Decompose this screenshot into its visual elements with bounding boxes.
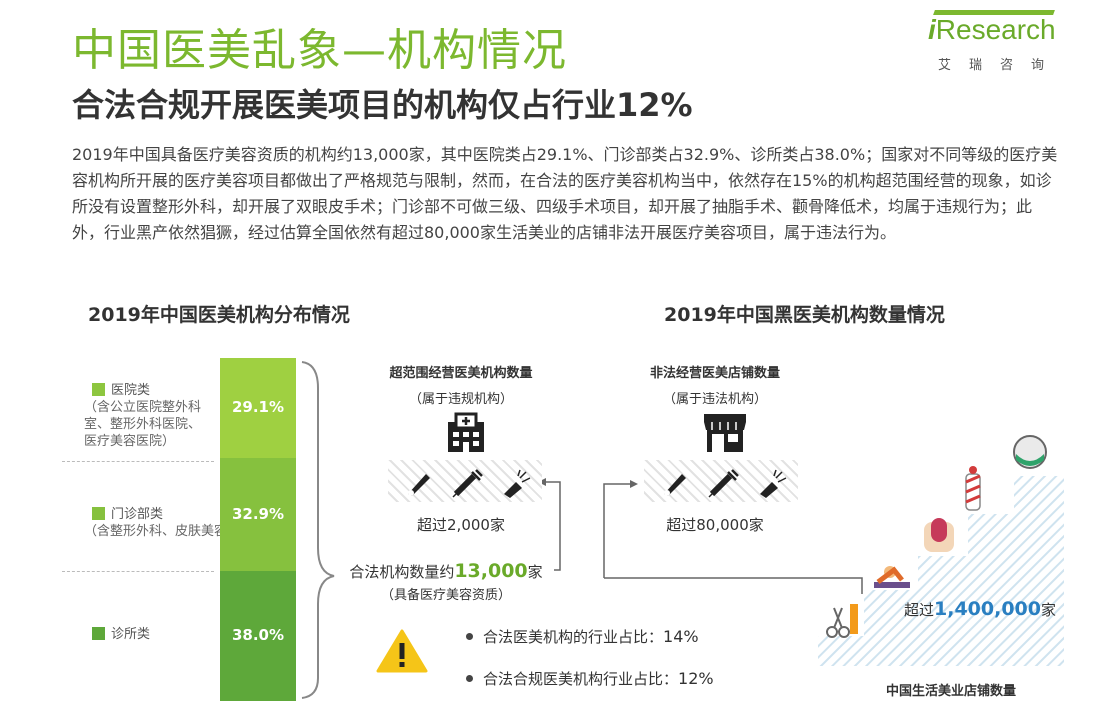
bar-label-clinic-dept: 32.9%: [231, 504, 285, 523]
bullet-compliant-share: 合法合规医美机构行业占比：12%: [466, 668, 714, 689]
iresearch-logo: iResearch 艾瑞咨询: [928, 8, 1068, 74]
box2-heading: 非法经营医美店铺数量: [649, 366, 780, 381]
staircase-graphic: [818, 435, 1064, 666]
divider: [62, 461, 214, 462]
shop-icon: [704, 414, 746, 452]
bar-segment-clinic: 38.0%: [220, 571, 296, 701]
scalpel-icon: [664, 474, 686, 496]
scissors-comb-icon: [826, 604, 858, 638]
laser-icon: [504, 469, 531, 498]
syringe-icon: [452, 469, 483, 498]
bar-label-hospital: 29.1%: [231, 398, 285, 416]
legal-note: （具备医疗美容资质）: [380, 588, 511, 603]
legend-swatch: [92, 627, 105, 640]
legend-swatch: [92, 507, 105, 520]
box1-value: 超过2,000家: [417, 516, 505, 534]
box2-tools: [644, 460, 798, 502]
right-chart-title: 2019年中国黑医美机构数量情况: [664, 304, 945, 326]
bar-segment-hospital: 29.1%: [220, 358, 296, 458]
left-chart-title: 2019年中国医美机构分布情况: [88, 304, 350, 326]
connector-lines-right: [603, 480, 863, 594]
scalpel-icon: [408, 474, 430, 496]
box1-tools: [388, 460, 542, 502]
box2-note: （属于违法机构）: [662, 392, 767, 407]
warning-icon: [376, 629, 428, 673]
page-title: 中国医美乱象—机构情况: [72, 25, 567, 76]
barber-pole-icon: [965, 466, 981, 511]
page-subtitle: 合法合规开展医美项目的机构仅占行业12%: [72, 86, 693, 124]
box1-note: （属于违规机构）: [408, 392, 513, 407]
nail-icon: [924, 518, 954, 552]
legal-count: 合法机构数量约13,000家: [349, 560, 543, 582]
face-mask-icon: [1013, 435, 1047, 469]
box1-heading: 超范围经营医美机构数量: [389, 366, 533, 381]
box3-value: 超过1,400,000家: [904, 598, 1057, 620]
hospital-icon: [448, 412, 484, 452]
connector-lines: [301, 361, 561, 699]
legend-hospital: 医院类 （含公立医院整外科室、整形外科医院、医疗美容医院）: [84, 383, 202, 449]
massage-icon: [874, 566, 910, 588]
legend-swatch: [92, 383, 105, 396]
laser-icon: [760, 469, 787, 498]
legend-clinic-dept: 门诊部类 （含整形外科、皮肤美容）: [84, 507, 241, 539]
bar-segment-clinic-dept: 32.9%: [220, 458, 296, 571]
intro-paragraph: 2019年中国具备医疗美容资质的机构约13,000家，其中医院类占29.1%、门…: [72, 145, 1058, 242]
bar-label-clinic: 38.0%: [231, 626, 285, 644]
syringe-icon: [708, 469, 739, 498]
box2-value: 超过80,000家: [666, 516, 764, 534]
bullet-legal-share: 合法医美机构的行业占比：14%: [466, 626, 699, 647]
box3-heading: 中国生活美业店铺数量: [885, 684, 1016, 699]
legend-clinic: 诊所类: [84, 626, 150, 643]
divider: [62, 571, 214, 572]
